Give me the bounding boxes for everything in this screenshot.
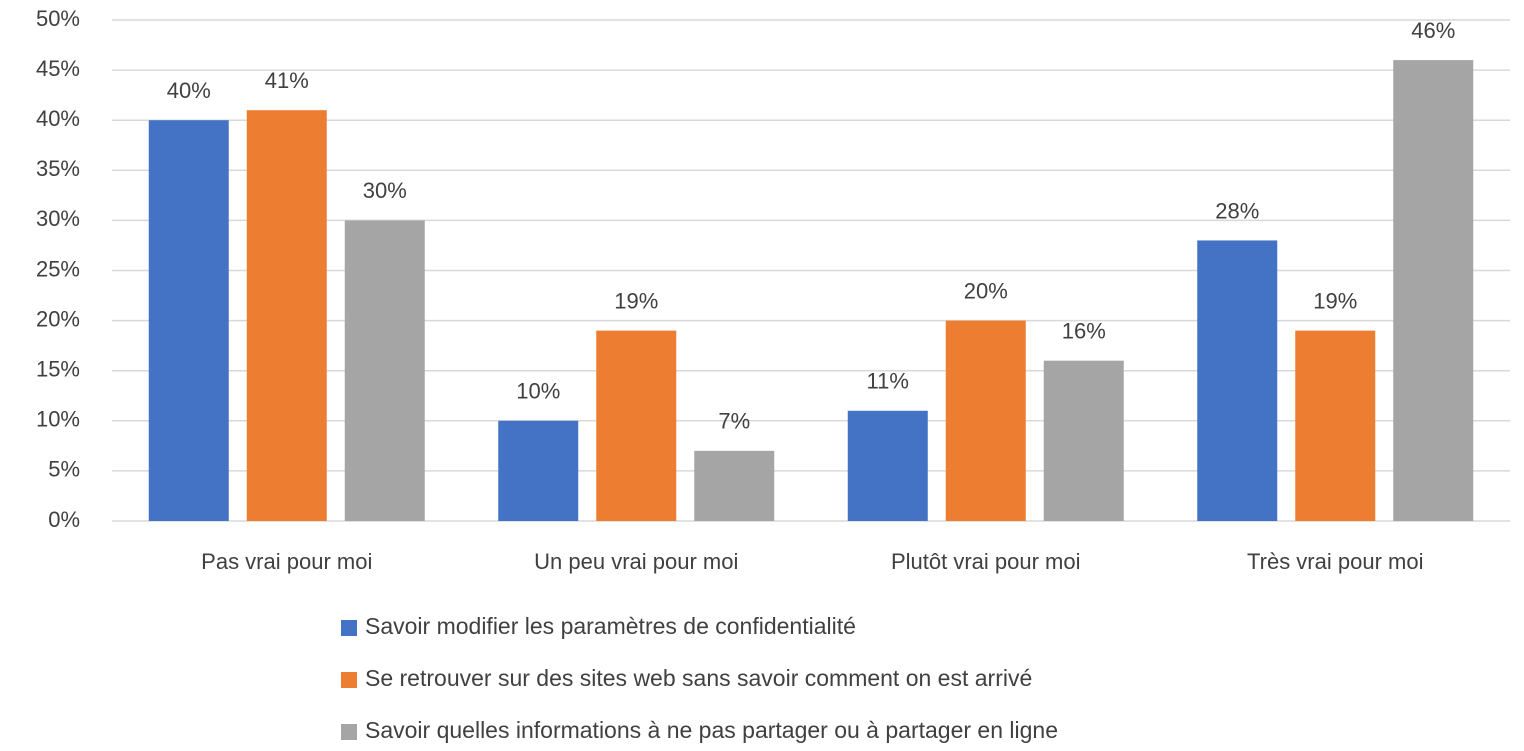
- bar: [498, 420, 579, 521]
- bar: [1043, 360, 1124, 521]
- data-label: 19%: [614, 288, 658, 313]
- x-tick-label: Plutôt vrai pour moi: [891, 549, 1081, 574]
- legend-swatch: [341, 724, 357, 740]
- legend: Savoir modifier les paramètres de confid…: [341, 613, 1058, 743]
- x-tick-label: Très vrai pour moi: [1247, 549, 1423, 574]
- data-label: 20%: [964, 278, 1008, 303]
- y-tick-label: 0%: [48, 507, 80, 532]
- bar: [1197, 240, 1278, 521]
- y-tick-label: 15%: [36, 357, 80, 382]
- legend-label: Se retrouver sur des sites web sans savo…: [365, 665, 1032, 691]
- bar: [847, 410, 928, 521]
- x-tick-label: Un peu vrai pour moi: [534, 549, 738, 574]
- y-tick-label: 40%: [36, 106, 80, 131]
- y-tick-label: 25%: [36, 256, 80, 281]
- legend-label: Savoir quelles informations à ne pas par…: [365, 717, 1058, 743]
- bar: [1393, 60, 1474, 522]
- data-label: 10%: [516, 379, 560, 404]
- data-label: 46%: [1411, 18, 1455, 43]
- y-tick-label: 10%: [36, 407, 80, 432]
- y-tick-label: 35%: [36, 156, 80, 181]
- y-tick-label: 20%: [36, 306, 80, 331]
- bar: [694, 450, 775, 521]
- legend-label: Savoir modifier les paramètres de confid…: [365, 613, 856, 639]
- data-label: 41%: [265, 68, 309, 93]
- y-tick-label: 30%: [36, 206, 80, 231]
- y-tick-label: 50%: [36, 6, 80, 31]
- data-label: 16%: [1062, 318, 1106, 343]
- data-label: 11%: [867, 369, 909, 394]
- legend-swatch: [341, 620, 357, 636]
- bar: [596, 330, 677, 521]
- data-label: 7%: [718, 409, 750, 434]
- x-tick-label: Pas vrai pour moi: [201, 549, 372, 574]
- y-tick-label: 5%: [48, 457, 80, 482]
- data-label: 28%: [1215, 198, 1259, 223]
- data-label: 40%: [167, 78, 211, 103]
- bar: [1295, 330, 1376, 521]
- data-label: 30%: [363, 178, 407, 203]
- data-label: 19%: [1313, 288, 1357, 313]
- bar: [344, 220, 425, 521]
- bar: [246, 110, 327, 522]
- bar: [945, 320, 1026, 521]
- legend-swatch: [341, 672, 357, 688]
- bar: [148, 120, 229, 521]
- y-tick-label: 45%: [36, 56, 80, 81]
